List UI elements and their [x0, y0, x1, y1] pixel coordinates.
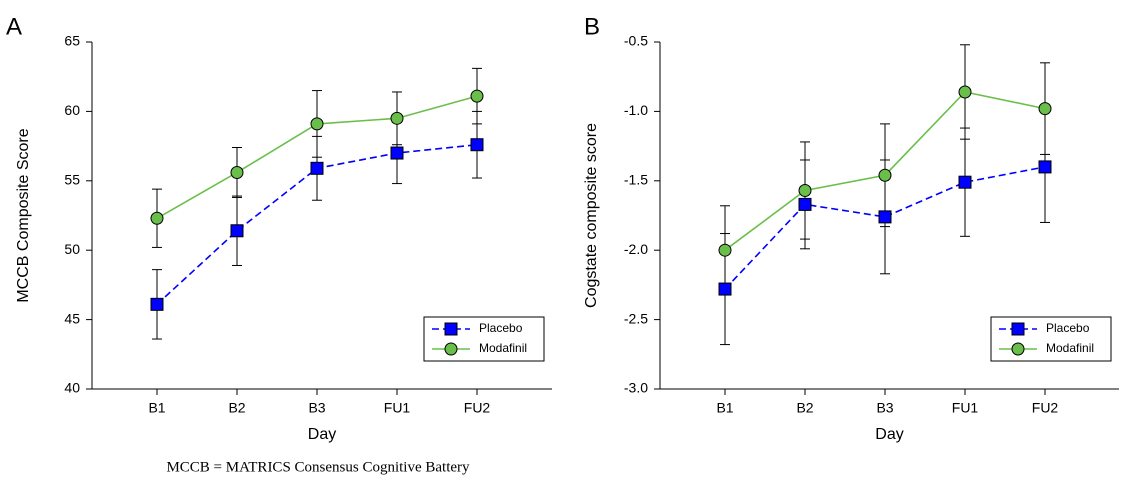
y-tick-label: 50: [64, 241, 80, 257]
marker: [878, 210, 892, 224]
y-tick-label: -1.0: [624, 102, 648, 118]
y-tick-label: -1.5: [624, 172, 648, 188]
marker: [150, 297, 164, 311]
marker: [1011, 342, 1025, 356]
marker: [878, 168, 892, 182]
y-tick-label: 55: [64, 172, 80, 188]
y-tick-label: -2.5: [624, 310, 648, 326]
y-tick-label: -3.0: [624, 380, 648, 396]
marker: [444, 322, 458, 336]
legend-box: [990, 316, 1112, 362]
legend-label: Placebo: [1046, 321, 1090, 335]
marker: [310, 161, 324, 175]
legend-label: Modafinil: [1046, 341, 1094, 355]
x-tick-label: FU1: [952, 400, 979, 416]
x-tick-label: B3: [876, 400, 893, 416]
marker: [798, 184, 812, 198]
x-tick-label: FU2: [464, 400, 491, 416]
marker: [1011, 322, 1025, 336]
y-tick-label: 45: [64, 310, 80, 326]
marker: [310, 117, 324, 131]
x-axis-label: Day: [875, 426, 903, 443]
marker: [958, 85, 972, 99]
marker: [798, 197, 812, 211]
marker: [958, 175, 972, 189]
y-tick-label: -0.5: [624, 33, 648, 49]
y-axis-label: MCCB Composite Score: [15, 128, 32, 302]
y-tick-label: 65: [64, 33, 80, 49]
x-tick-label: FU1: [384, 400, 411, 416]
marker: [230, 224, 244, 238]
caption: MCCB = MATRICS Consensus Cognitive Batte…: [166, 459, 470, 475]
legend-box: [423, 316, 545, 362]
marker: [230, 165, 244, 179]
marker: [470, 138, 484, 152]
marker: [718, 243, 732, 257]
x-tick-label: B3: [308, 400, 325, 416]
marker: [1038, 102, 1052, 116]
x-tick-label: B2: [796, 400, 813, 416]
marker: [444, 342, 458, 356]
marker: [470, 89, 484, 103]
panel-label: B: [584, 13, 600, 40]
x-tick-label: FU2: [1032, 400, 1059, 416]
x-axis-label: Day: [308, 426, 336, 443]
marker: [1038, 160, 1052, 174]
panel-label: A: [6, 13, 22, 40]
y-tick-label: 60: [64, 102, 80, 118]
y-tick-label: -2.0: [624, 241, 648, 257]
marker: [390, 146, 404, 160]
y-axis-label: Cogstate composite score: [583, 123, 600, 308]
marker: [718, 282, 732, 296]
y-tick-label: 40: [64, 380, 80, 396]
series-line: [724, 166, 1046, 290]
x-tick-label: B1: [148, 400, 165, 416]
legend-label: Placebo: [479, 321, 523, 335]
marker: [150, 211, 164, 225]
marker: [390, 111, 404, 125]
legend-label: Modafinil: [479, 341, 527, 355]
x-tick-label: B2: [228, 400, 245, 416]
x-tick-label: B1: [716, 400, 733, 416]
